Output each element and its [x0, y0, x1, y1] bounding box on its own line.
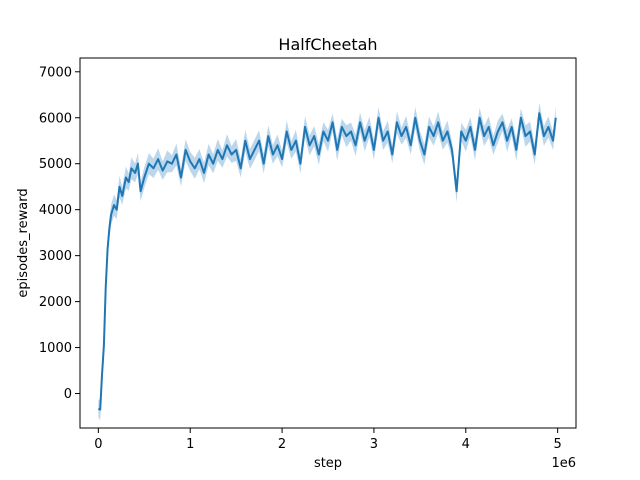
y-axis: 0 1000 2000 3000 4000 5000 6000 7000: [39, 65, 80, 402]
x-tick-label: 2: [278, 437, 286, 452]
x-tick-label: 5: [553, 437, 561, 452]
x-axis: 0 1 2 3 4 5: [94, 428, 562, 452]
axes-frame: [79, 57, 577, 429]
x-tick-label: 4: [462, 437, 470, 452]
x-axis-offset-text: 1e6: [551, 456, 576, 471]
plot-area: [97, 102, 557, 421]
series-line: [97, 112, 557, 411]
y-tick-label: 7000: [39, 65, 72, 80]
y-tick-label: 3000: [39, 249, 72, 264]
y-tick-label: 4000: [39, 203, 72, 218]
chart-title: HalfCheetah: [278, 35, 377, 54]
y-tick-label: 0: [64, 387, 72, 402]
y-tick-label: 6000: [39, 111, 72, 126]
x-tick-label: 1: [186, 437, 194, 452]
y-axis-label: episodes_reward: [16, 188, 31, 297]
x-axis-label: step: [314, 456, 342, 471]
y-tick-label: 5000: [39, 157, 72, 172]
x-tick-label: 0: [94, 437, 102, 452]
y-tick-label: 1000: [39, 341, 72, 356]
x-tick-label: 3: [370, 437, 378, 452]
y-tick-label: 2000: [39, 295, 72, 310]
